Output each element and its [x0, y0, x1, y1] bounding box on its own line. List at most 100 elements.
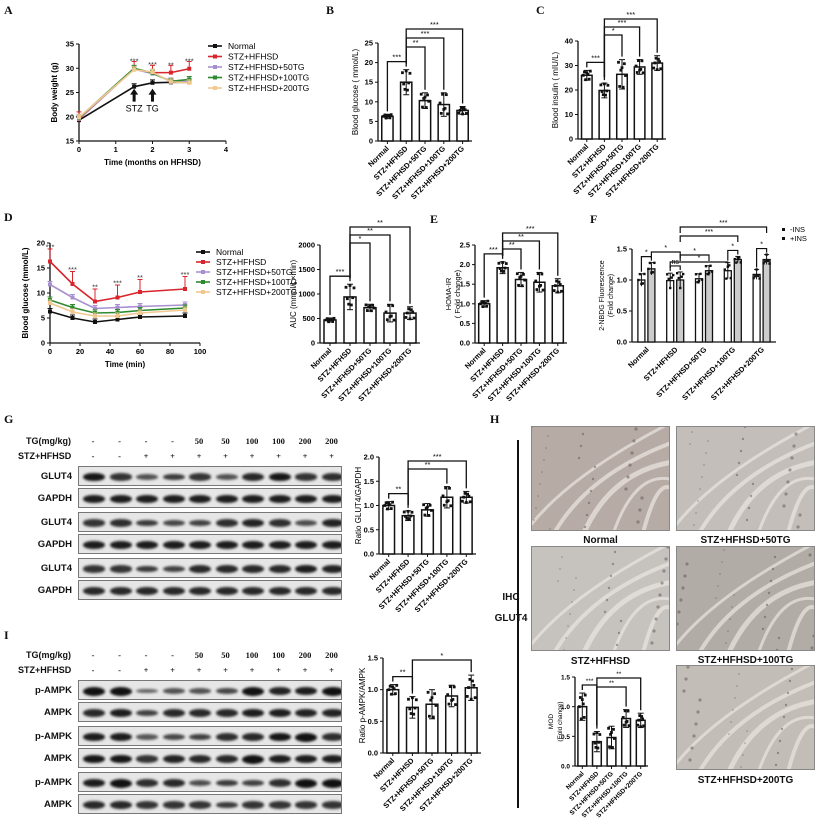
protein-band: [295, 708, 317, 718]
protein-band: [136, 688, 158, 694]
blot-strip: [78, 772, 342, 792]
protein-band: [215, 587, 238, 595]
lane-dose: 200: [298, 436, 312, 446]
lane-dose: 50: [221, 436, 230, 446]
protein-band: [136, 755, 158, 763]
svg-text:40: 40: [565, 37, 573, 46]
svg-text:1.5: 1.5: [368, 654, 378, 663]
lane-dose: -: [144, 436, 148, 446]
protein-band: [136, 779, 158, 787]
svg-text:60: 60: [136, 347, 144, 356]
protein-band: [295, 778, 317, 788]
svg-text:***: ***: [705, 229, 713, 236]
protein-band: [215, 540, 238, 550]
svg-text:0: 0: [77, 145, 81, 154]
bar: [386, 688, 400, 754]
blot-row-label: GAPDH: [37, 493, 72, 504]
lane-treatment: +: [249, 451, 255, 461]
significance-label: ***: [618, 18, 627, 27]
protein-band: [268, 708, 291, 718]
protein-band: [242, 473, 264, 481]
protein-band: [162, 688, 185, 694]
protein-band: [242, 779, 264, 787]
significance-label: ***: [113, 279, 122, 288]
significance-label: **: [425, 460, 431, 469]
arrow-icon: [148, 88, 157, 102]
svg-text:Blood glucose ( mmol/L): Blood glucose ( mmol/L): [351, 49, 360, 136]
svg-text:2: 2: [150, 145, 154, 154]
svg-text:5: 5: [369, 117, 373, 126]
svg-text:TG: TG: [146, 104, 159, 114]
legend-item: STZ+HFHSD+200TG: [228, 83, 309, 93]
blot-row-label: GLUT4: [40, 563, 72, 574]
svg-text:0: 0: [41, 339, 45, 348]
svg-text:Ratio GLUT4/GAPDH: Ratio GLUT4/GAPDH: [354, 467, 363, 545]
svg-text:20: 20: [565, 86, 573, 95]
legend-item: STZ+HFHSD+50TG: [228, 62, 305, 72]
svg-text:500: 500: [302, 314, 315, 323]
protein-band: [109, 754, 132, 764]
protein-band: [136, 519, 158, 527]
protein-band: [268, 494, 291, 504]
significance-label: **: [367, 226, 373, 235]
svg-text:2.5: 2.5: [460, 241, 470, 250]
protein-band: [83, 686, 105, 696]
svg-text:40: 40: [106, 347, 114, 356]
protein-band: [162, 565, 185, 573]
ihc-label: IHC: [502, 592, 520, 603]
protein-band: [109, 587, 132, 595]
svg-text:10: 10: [37, 289, 45, 298]
lane-treatment: +: [249, 665, 255, 675]
blot-row-label: GLUT4: [40, 517, 72, 528]
protein-band: [321, 801, 341, 809]
series-line: [49, 260, 186, 303]
protein-band: [321, 686, 341, 696]
significance-label: **: [168, 61, 174, 70]
protein-band: [268, 519, 291, 527]
protein-band: [268, 686, 291, 696]
lane-dose: -: [171, 436, 174, 446]
protein-band: [268, 540, 291, 550]
significance-label: ***: [489, 245, 498, 254]
significance-label: *: [359, 234, 362, 243]
svg-text:15: 15: [365, 78, 373, 87]
protein-band: [295, 494, 317, 504]
protein-band: [242, 686, 264, 696]
blot-strip: [78, 558, 342, 578]
protein-band: [242, 754, 264, 764]
legend-item: STZ+HFHSD+200TG: [216, 287, 297, 297]
svg-text:0.5: 0.5: [368, 717, 378, 726]
lane-treatment: +: [302, 665, 308, 675]
tg-dose-label: TG(mg/kg): [26, 436, 71, 446]
svg-text:(Fold change): (Fold change): [557, 701, 564, 741]
protein-band: [189, 755, 211, 763]
ihc-image-100tg: [676, 546, 815, 651]
blot-strip: [78, 726, 342, 746]
lane-dose: -: [91, 650, 95, 660]
significance-label: ***: [130, 56, 139, 65]
protein-band: [189, 780, 211, 786]
lane-treatment: +: [196, 665, 202, 675]
protein-band: [83, 801, 105, 809]
svg-text:35: 35: [66, 40, 74, 49]
ihc-caption: STZ+HFHSD+200TG: [697, 775, 794, 786]
protein-band: [162, 519, 185, 527]
protein-band: [109, 519, 132, 527]
legend-item: STZ+HFHSD: [216, 257, 266, 267]
svg-text:0: 0: [311, 339, 315, 348]
significance-label: ***: [586, 678, 594, 685]
svg-text:1.5: 1.5: [364, 477, 374, 486]
tissue-texture: [677, 427, 814, 530]
protein-band: [136, 540, 158, 550]
svg-text:10: 10: [565, 110, 573, 119]
ihc-caption: STZ+HFHSD+100TG: [697, 655, 794, 666]
lane-dose: -: [144, 650, 148, 660]
legend-item: Normal: [228, 41, 256, 51]
svg-text:0: 0: [569, 135, 573, 144]
panel-letter-i: I: [4, 628, 9, 642]
svg-text:Blood insulin ( mIU/L): Blood insulin ( mIU/L): [551, 51, 560, 128]
protein-band: [215, 519, 238, 527]
protein-band: [83, 778, 105, 788]
protein-band: [321, 564, 341, 574]
